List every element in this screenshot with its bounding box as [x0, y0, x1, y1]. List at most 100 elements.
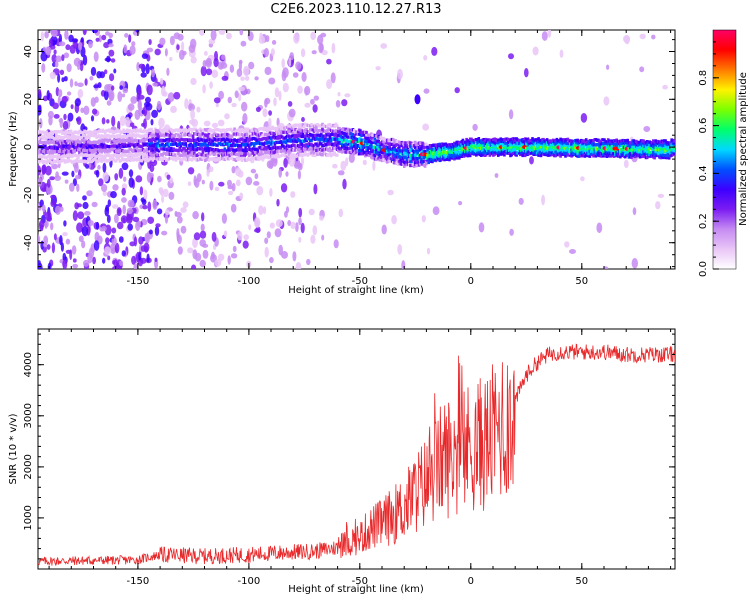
- ridge-cell: [155, 144, 158, 148]
- y-tick-label: 20: [23, 93, 34, 106]
- noise-cell: [48, 38, 53, 48]
- noise-cell: [83, 259, 90, 267]
- noise-cell: [123, 176, 127, 182]
- ridge-cell: [191, 137, 195, 141]
- ridge-cell: [444, 142, 448, 146]
- ridge-cell: [368, 133, 372, 137]
- noise-cell: [295, 262, 302, 269]
- noise-cell: [126, 207, 133, 215]
- ridge-cell: [73, 135, 76, 139]
- ridge-cell: [119, 154, 123, 158]
- ridge-cell: [179, 135, 183, 139]
- ridge-cell: [412, 164, 416, 168]
- ridge-cell: [163, 156, 167, 160]
- ridge-cell: [378, 153, 382, 157]
- ridge-cell: [379, 135, 383, 139]
- ridge-cell: [421, 150, 424, 154]
- noise-cell: [238, 86, 245, 92]
- ridge-cell: [97, 134, 101, 138]
- ridge-cell: [284, 140, 288, 144]
- noise-cell: [113, 259, 118, 268]
- noise-cell: [116, 207, 122, 217]
- ridge-cell: [74, 154, 78, 158]
- ridge-cell: [276, 136, 279, 140]
- noise-cell: [104, 69, 108, 75]
- noise-cell: [128, 169, 134, 178]
- ridge-cell: [122, 135, 125, 139]
- noise-cell: [210, 30, 217, 41]
- ridge-cell: [333, 125, 336, 129]
- ridge-cell: [174, 142, 178, 146]
- ridge-cell: [298, 144, 301, 149]
- ridge-cell: [114, 159, 118, 163]
- ridge-cell: [229, 127, 233, 131]
- ridge-cell: [77, 155, 80, 159]
- ridge-cell: [350, 144, 354, 148]
- ridge-cell: [133, 154, 136, 158]
- ridge-cell: [597, 138, 600, 142]
- noise-cell: [108, 43, 114, 48]
- ridge-cell: [219, 151, 223, 155]
- ridge-cell: [285, 134, 289, 138]
- ridge-cell: [522, 139, 526, 143]
- ridge-cell: [302, 139, 306, 143]
- ridge-cell: [42, 149, 46, 153]
- noise-cell: [106, 55, 111, 63]
- noise-cell: [547, 30, 552, 38]
- ridge-cell: [410, 153, 413, 158]
- noise-cell: [121, 187, 126, 196]
- noise-cell: [509, 228, 514, 236]
- noise-cell: [333, 239, 339, 249]
- ridge-cell: [244, 146, 247, 150]
- ridge-cell: [392, 151, 395, 155]
- ridge-cell: [179, 144, 183, 148]
- ridge-cell: [645, 155, 649, 160]
- figure-title: C2E6.2023.110.12.27.R13: [270, 2, 442, 17]
- noise-cell: [82, 30, 87, 36]
- ridge-cell: [77, 131, 80, 135]
- ridge-cell: [577, 142, 581, 146]
- ridge-cell: [140, 152, 144, 156]
- ridge-cell: [437, 156, 440, 160]
- noise-cell: [306, 258, 311, 266]
- colorbar-tick-label: 0.4: [698, 165, 709, 181]
- ridge-cell: [80, 143, 84, 147]
- noise-cell: [65, 44, 71, 51]
- noise-cell: [53, 49, 57, 55]
- ridge-cell: [134, 130, 138, 134]
- ridge-cell: [55, 131, 58, 136]
- ridge-cell: [102, 140, 106, 144]
- ridge-cell: [285, 125, 289, 129]
- ridge-cell: [84, 139, 87, 143]
- ridge-cell: [320, 132, 323, 136]
- ridge-cell: [140, 159, 144, 163]
- ridge-cell: [290, 129, 294, 133]
- ridge-cell: [200, 153, 203, 157]
- noise-cell: [74, 202, 80, 210]
- noise-cell: [57, 73, 61, 83]
- ridge-cell: [586, 147, 589, 151]
- ridge-cell: [301, 132, 305, 136]
- ridge-cell: [484, 137, 488, 142]
- ridge-cell: [156, 137, 159, 141]
- ridge-cell: [299, 133, 302, 137]
- ridge-cell: [586, 145, 589, 149]
- noise-cell: [180, 207, 187, 213]
- ridge-cell: [75, 145, 79, 149]
- noise-cell: [48, 115, 53, 126]
- ridge-cell: [90, 155, 94, 159]
- ridge-cell: [161, 153, 164, 157]
- noise-cell: [372, 160, 376, 171]
- noise-cell: [51, 242, 56, 254]
- noise-cell: [80, 37, 84, 43]
- ridge-cell: [410, 141, 413, 145]
- noise-cell: [241, 101, 248, 112]
- ridge-cell: [211, 139, 214, 143]
- ridge-cell: [183, 147, 186, 151]
- ridge-cell: [334, 141, 338, 146]
- noise-cell: [105, 204, 110, 212]
- ridge-cell: [416, 151, 419, 155]
- x-tick-label: -150: [127, 276, 150, 287]
- ridge-cell: [150, 142, 153, 146]
- ridge-cell: [403, 164, 406, 168]
